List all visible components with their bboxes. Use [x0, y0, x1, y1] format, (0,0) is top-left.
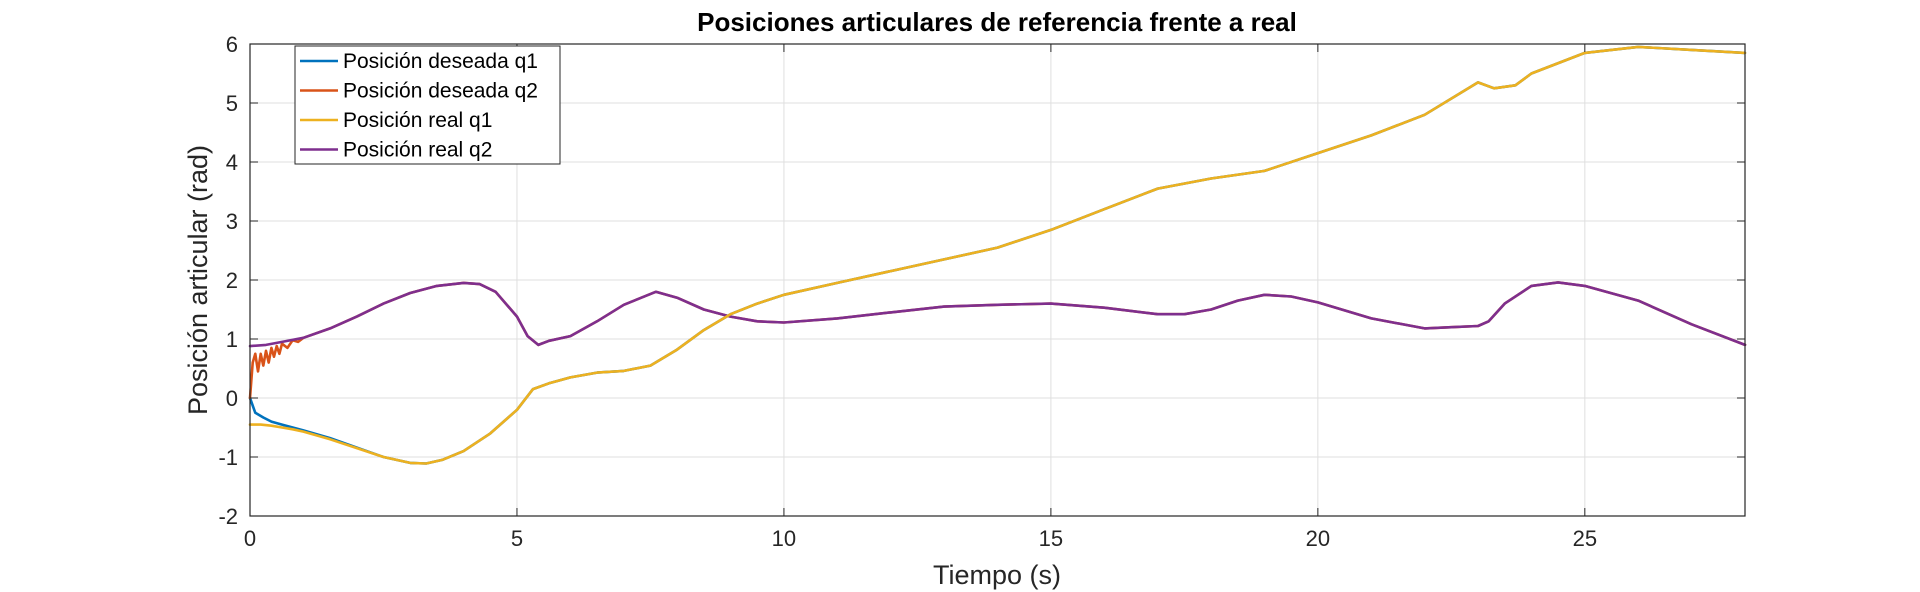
legend-label: Posición real q2 — [343, 139, 492, 162]
series-lines — [248, 45, 1747, 465]
legend-label: Posición deseada q2 — [343, 80, 538, 103]
series-line-posicion-real-q2 — [248, 281, 1747, 348]
ticks: 0 5 10 15 20 25 -2 -1 0 1 2 3 4 5 6 — [218, 32, 1745, 551]
legend-box — [294, 45, 561, 165]
y-tick-label: -2 — [218, 504, 238, 529]
y-axis-label: Posición articular (rad) — [183, 145, 213, 415]
grid — [250, 44, 1745, 516]
legend: Posición deseada q1 Posición deseada q2 Po… — [294, 45, 561, 165]
legend-label: Posición real q1 — [343, 109, 492, 132]
x-tick-label: 10 — [772, 526, 796, 551]
y-tick-label: 1 — [226, 327, 238, 352]
series-line-posicion-real-q1 — [248, 45, 1747, 465]
y-tick-label: 6 — [226, 32, 238, 57]
y-tick-label: 5 — [226, 91, 238, 116]
y-tick-label: 0 — [226, 386, 238, 411]
y-tick-label: 3 — [226, 209, 238, 234]
x-tick-label: 20 — [1306, 526, 1330, 551]
chart-title: Posiciones articulares de referencia fre… — [697, 7, 1297, 37]
x-tick-label: 5 — [511, 526, 523, 551]
x-tick-label: 15 — [1039, 526, 1063, 551]
x-tick-label: 0 — [244, 526, 256, 551]
y-tick-label: 4 — [226, 150, 238, 175]
legend-label: Posición deseada q1 — [343, 50, 538, 73]
x-axis-label: Tiempo (s) — [933, 560, 1061, 590]
x-tick-label: 25 — [1573, 526, 1597, 551]
y-tick-label: 2 — [226, 268, 238, 293]
y-tick-label: -1 — [218, 445, 238, 470]
